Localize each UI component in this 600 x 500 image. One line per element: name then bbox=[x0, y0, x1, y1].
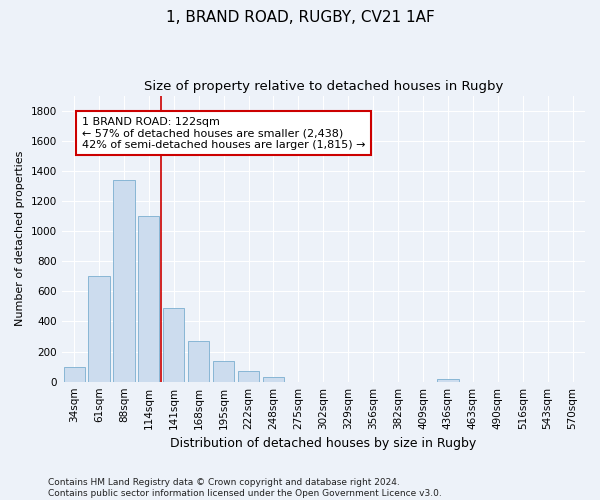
Title: Size of property relative to detached houses in Rugby: Size of property relative to detached ho… bbox=[143, 80, 503, 93]
Bar bbox=[437, 378, 458, 382]
Bar bbox=[213, 360, 234, 382]
Bar bbox=[88, 276, 110, 382]
X-axis label: Distribution of detached houses by size in Rugby: Distribution of detached houses by size … bbox=[170, 437, 476, 450]
Text: 1, BRAND ROAD, RUGBY, CV21 1AF: 1, BRAND ROAD, RUGBY, CV21 1AF bbox=[166, 10, 434, 25]
Text: 1 BRAND ROAD: 122sqm
← 57% of detached houses are smaller (2,438)
42% of semi-de: 1 BRAND ROAD: 122sqm ← 57% of detached h… bbox=[82, 116, 365, 150]
Bar bbox=[188, 341, 209, 382]
Text: Contains HM Land Registry data © Crown copyright and database right 2024.
Contai: Contains HM Land Registry data © Crown c… bbox=[48, 478, 442, 498]
Y-axis label: Number of detached properties: Number of detached properties bbox=[15, 151, 25, 326]
Bar bbox=[113, 180, 134, 382]
Bar bbox=[163, 308, 184, 382]
Bar bbox=[64, 366, 85, 382]
Bar bbox=[138, 216, 160, 382]
Bar bbox=[238, 371, 259, 382]
Bar bbox=[263, 377, 284, 382]
